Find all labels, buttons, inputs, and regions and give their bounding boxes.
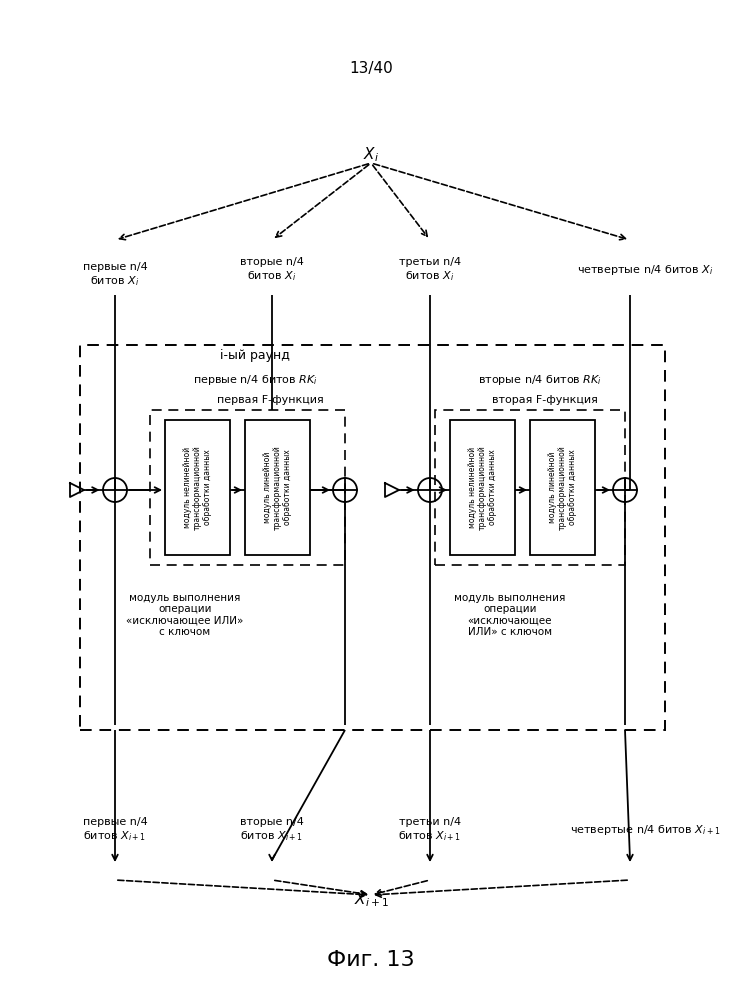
Text: третьи n/4
битов $X_i$: третьи n/4 битов $X_i$ — [399, 257, 461, 283]
Bar — [530, 420, 595, 555]
Text: модуль линейной
трансформационной
обработки данных: модуль линейной трансформационной обрабо… — [262, 445, 293, 530]
Bar — [150, 410, 345, 565]
Text: третьи n/4
битов $X_{i+1}$: третьи n/4 битов $X_{i+1}$ — [398, 817, 461, 843]
Text: $X_i$: $X_i$ — [363, 146, 379, 164]
Bar — [450, 420, 515, 555]
Text: модуль нелинейной
трансформационной
обработки данных: модуль нелинейной трансформационной обра… — [467, 445, 497, 530]
Text: Фиг. 13: Фиг. 13 — [327, 950, 415, 970]
Bar — [80, 345, 665, 730]
Text: первая F-функция: первая F-функция — [217, 395, 323, 405]
Text: $X_{i+1}$: $X_{i+1}$ — [354, 891, 389, 909]
Text: вторые n/4
битов $X_{i+1}$: вторые n/4 битов $X_{i+1}$ — [240, 817, 304, 843]
Text: 13/40: 13/40 — [349, 60, 393, 76]
Text: i-ый раунд: i-ый раунд — [220, 349, 290, 361]
Text: модуль линейной
трансформационной
обработки данных: модуль линейной трансформационной обрабо… — [548, 445, 577, 530]
Text: вторые n/4 битов $RK_i$: вторые n/4 битов $RK_i$ — [478, 373, 602, 387]
Text: первые n/4
битов $X_i$: первые n/4 битов $X_i$ — [82, 262, 147, 288]
Text: первые n/4 битов $RK_i$: первые n/4 битов $RK_i$ — [192, 373, 317, 387]
Text: модуль выполнения
операции
«исключающее ИЛИ»
с ключом: модуль выполнения операции «исключающее … — [126, 593, 244, 637]
Text: модуль нелинейной
трансформационной
обработки данных: модуль нелинейной трансформационной обра… — [183, 445, 212, 530]
Text: четвертые n/4 битов $X_{i+1}$: четвертые n/4 битов $X_{i+1}$ — [570, 823, 720, 837]
Text: вторые n/4
битов $X_i$: вторые n/4 битов $X_i$ — [240, 257, 304, 283]
Bar — [245, 420, 310, 555]
Text: четвертые n/4 битов $X_i$: четвертые n/4 битов $X_i$ — [577, 263, 713, 277]
Text: первые n/4
битов $X_{i+1}$: первые n/4 битов $X_{i+1}$ — [82, 817, 147, 843]
Bar — [165, 420, 230, 555]
Text: вторая F-функция: вторая F-функция — [492, 395, 598, 405]
Bar — [435, 410, 625, 565]
Text: модуль выполнения
операции
«исключающее
ИЛИ» с ключом: модуль выполнения операции «исключающее … — [454, 593, 565, 637]
